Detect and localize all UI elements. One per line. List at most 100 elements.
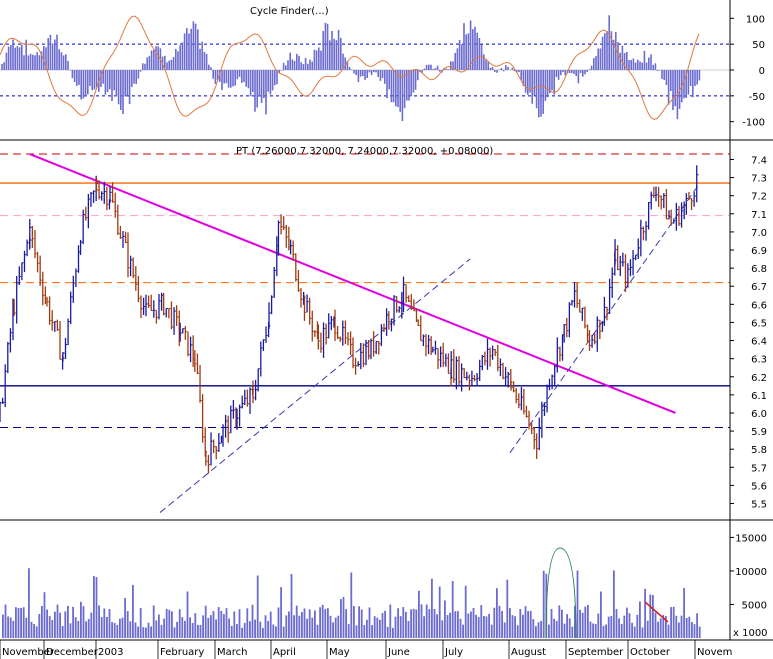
volume-bar xyxy=(51,620,54,638)
volume-bar xyxy=(256,575,259,638)
volume-bar xyxy=(662,614,665,638)
volume-bar xyxy=(535,626,537,638)
volume-bar xyxy=(251,604,254,638)
volume-bar xyxy=(355,625,358,638)
volume-bar xyxy=(277,607,280,638)
oscillator-title: Cycle Finder(...) xyxy=(250,6,329,17)
volume-bar xyxy=(4,604,7,638)
volume-bar xyxy=(93,576,95,638)
volume-bar xyxy=(267,620,269,638)
volume-bar xyxy=(607,616,610,638)
volume-bar xyxy=(329,615,332,638)
volume-bar xyxy=(558,605,561,638)
price-tick-label: 7.2 xyxy=(751,192,767,203)
volume-bar xyxy=(493,607,496,638)
volume-bar xyxy=(698,626,701,638)
volume-bar xyxy=(657,621,659,638)
volume-bar xyxy=(85,621,87,638)
volume-bar xyxy=(420,604,423,638)
oscillator-cycle-line xyxy=(0,15,700,120)
volume-bar xyxy=(189,617,191,638)
volume-bar xyxy=(15,607,17,638)
volume-bar xyxy=(223,614,225,638)
volume-bar xyxy=(2,614,4,638)
volume-bar xyxy=(524,606,527,638)
volume-bar xyxy=(282,626,285,638)
volume-bar xyxy=(537,622,540,638)
volume-bar xyxy=(171,611,173,638)
volume-bar xyxy=(28,568,30,638)
volume-bar xyxy=(498,605,501,638)
volume-bar xyxy=(488,613,490,638)
x-tick-label: November xyxy=(2,647,55,658)
volume-bar xyxy=(646,620,649,638)
volume-bar xyxy=(280,587,282,638)
volume-bar xyxy=(405,611,407,638)
volume-bar xyxy=(675,615,678,638)
volume-bar xyxy=(610,616,613,638)
volume-bar xyxy=(111,622,113,638)
price-tick-label: 6.0 xyxy=(751,409,767,420)
volume-bar xyxy=(228,618,230,638)
volume-bar xyxy=(160,625,163,638)
volume-bar xyxy=(672,606,675,638)
volume-bar xyxy=(373,616,376,638)
price-tick-label: 6.4 xyxy=(751,337,767,348)
volume-bar xyxy=(61,626,64,638)
volume-bar xyxy=(293,615,295,638)
volume-bar xyxy=(652,595,654,638)
volume-bar xyxy=(548,624,550,638)
price-tick-label: 5.5 xyxy=(751,500,767,511)
volume-bar xyxy=(152,605,155,638)
volume-bar xyxy=(576,570,579,638)
volume-bar xyxy=(46,609,48,638)
price-panel xyxy=(0,153,730,513)
volume-bar xyxy=(688,616,691,638)
price-tick-label: 7.4 xyxy=(751,155,767,166)
volume-bar xyxy=(605,624,607,638)
volume-bar xyxy=(100,617,103,638)
x-tick-label: 2003 xyxy=(98,647,123,658)
volume-bar xyxy=(415,609,418,638)
volume-bar xyxy=(467,613,470,638)
volume-bar xyxy=(243,622,246,638)
volume-bar xyxy=(516,625,519,638)
volume-bar xyxy=(438,586,441,638)
volume-bar xyxy=(496,588,498,638)
volume-bar xyxy=(113,622,116,638)
volume-bar xyxy=(441,620,444,638)
volume-bar xyxy=(366,619,368,638)
volume-bar xyxy=(542,570,545,638)
volume-bar xyxy=(649,594,652,638)
volume-bar xyxy=(210,615,212,638)
volume-bar xyxy=(134,622,137,638)
volume-bar xyxy=(74,617,77,638)
volume-bar xyxy=(600,591,602,638)
oscillator-tick-label: 50 xyxy=(752,40,765,51)
volume-bar xyxy=(670,607,672,638)
volume-bar xyxy=(272,624,275,638)
volume-bar xyxy=(54,611,56,638)
volume-bar xyxy=(264,615,267,638)
x-tick-label: March xyxy=(217,647,247,658)
price-tick-label: 7.0 xyxy=(751,228,767,239)
volume-bar xyxy=(204,605,207,638)
x-tick-label: June xyxy=(387,647,410,658)
volume-bar xyxy=(457,611,459,638)
volume-bar xyxy=(506,579,509,638)
volume-bar xyxy=(22,607,25,638)
oscillator-tick-label: 0 xyxy=(759,66,765,77)
volume-red-annotation xyxy=(644,601,669,623)
volume-bar xyxy=(316,624,319,638)
volume-bar xyxy=(30,621,33,638)
price-tick-label: 6.3 xyxy=(751,355,767,366)
volume-bar xyxy=(353,606,355,638)
volume-bar xyxy=(142,627,145,638)
volume-bar xyxy=(550,608,553,638)
volume-bar xyxy=(288,611,290,638)
price-tick-label: 6.9 xyxy=(751,246,767,257)
volume-bar xyxy=(43,592,46,638)
volume-bar xyxy=(124,598,126,638)
volume-bar xyxy=(480,605,483,638)
